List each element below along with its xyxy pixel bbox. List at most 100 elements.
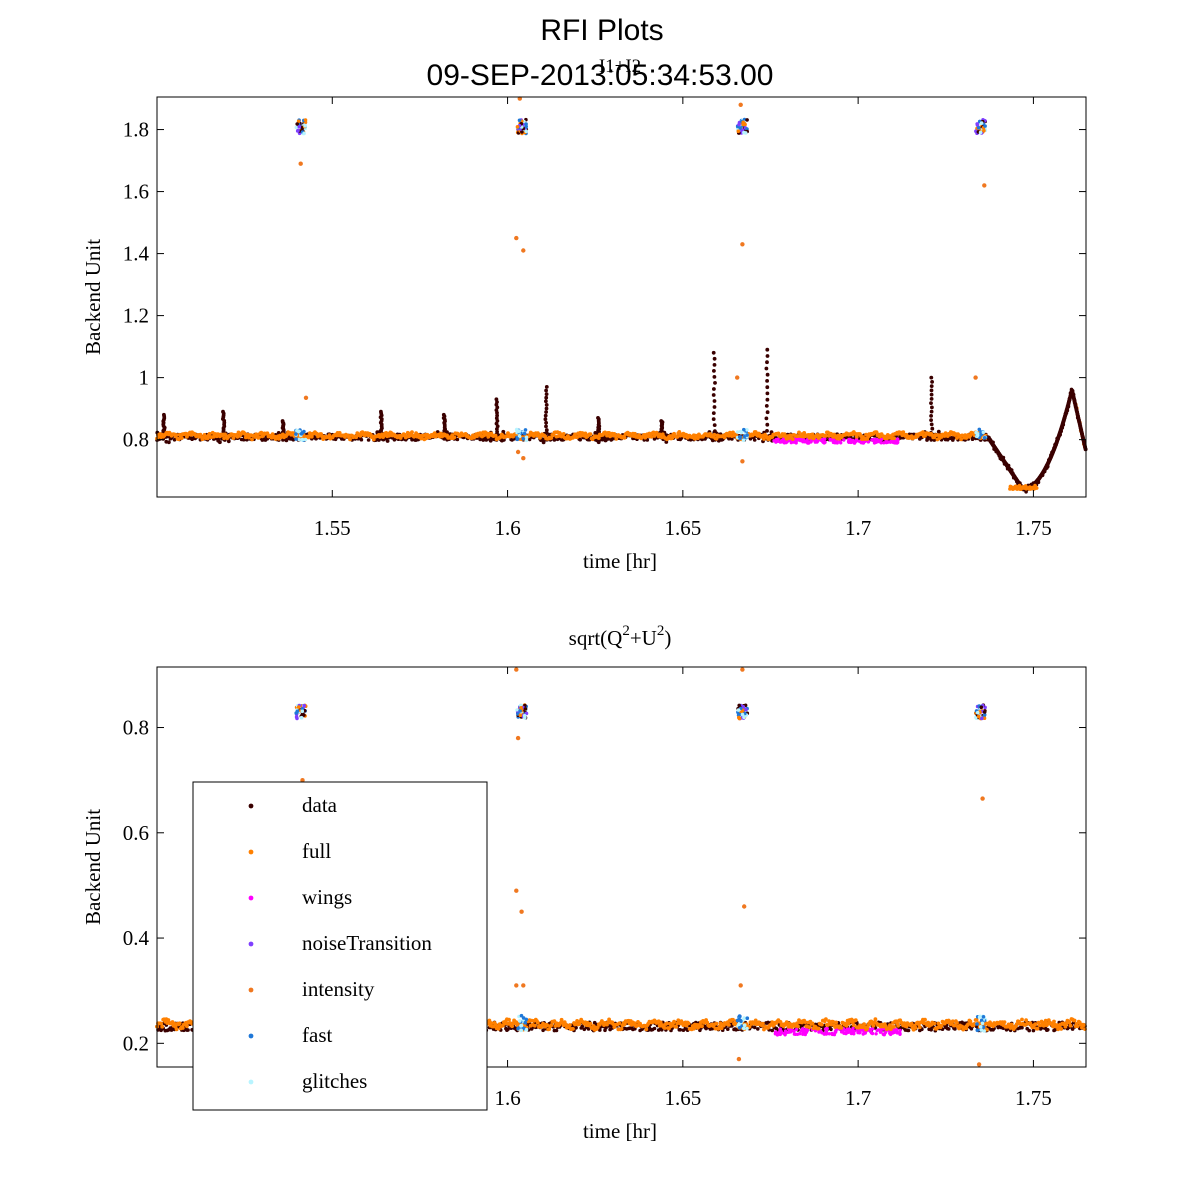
data-spike-base	[541, 440, 546, 445]
wings-point	[780, 440, 784, 444]
full-point	[644, 1027, 649, 1032]
data-spike-point	[929, 418, 933, 422]
full-point	[959, 437, 963, 442]
noise-cal-point	[294, 125, 299, 130]
polarization-ytick-label: 0.6	[123, 821, 149, 845]
intensity-outlier	[519, 909, 524, 914]
wings-point	[898, 1028, 902, 1033]
wings-point	[801, 1027, 805, 1031]
noise-cal-point	[975, 710, 980, 715]
full-point	[348, 437, 352, 442]
polarization-ytick-label: 0.8	[123, 716, 149, 740]
noise-cal-base-point	[980, 1021, 985, 1026]
noise-cal-point	[517, 118, 522, 123]
noise-cal-base-point	[524, 435, 529, 440]
noise-cal-point	[299, 715, 304, 720]
data-point	[172, 438, 177, 442]
noise-cal-point	[296, 705, 301, 709]
full-point	[549, 1023, 554, 1028]
full-point	[1052, 1019, 1056, 1024]
data-spike-point	[544, 399, 548, 404]
full-point	[712, 432, 717, 437]
data-spike-base	[600, 437, 605, 442]
noise-cal-base-point	[974, 430, 978, 435]
full-point	[510, 1024, 514, 1029]
noise-cal-base-point	[737, 435, 742, 439]
full-point	[231, 436, 236, 440]
full-point	[1024, 1018, 1028, 1022]
noise-cal-point	[737, 122, 741, 127]
data-point	[574, 1026, 578, 1030]
wings-point	[803, 439, 807, 444]
wings-point	[853, 440, 857, 444]
wings-point	[804, 1030, 809, 1034]
intensity-outlier	[514, 667, 519, 672]
data-point	[752, 438, 757, 442]
noise-cal-base-point	[978, 1025, 983, 1029]
wings-point	[788, 1030, 792, 1034]
wings-point	[868, 1027, 872, 1032]
data-spike-point	[544, 424, 548, 429]
full-point	[826, 1023, 830, 1027]
intensity-xtick-label: 1.55	[314, 516, 351, 540]
full-point	[159, 1021, 164, 1026]
full-point	[622, 1022, 627, 1027]
noise-cal-base-point	[294, 432, 298, 436]
data-spike-point	[544, 410, 548, 414]
polarization-xtick-label: 1.6	[494, 1086, 520, 1110]
dip-full-point	[1019, 487, 1023, 492]
intensity-outlier	[303, 395, 309, 400]
full-point	[939, 1023, 944, 1028]
noise-cal-point	[976, 714, 981, 719]
wings-point	[875, 1028, 879, 1033]
data-spike-point	[543, 417, 548, 422]
data-point	[366, 438, 371, 442]
data-spike-point	[765, 410, 770, 415]
data-spike-point	[765, 429, 769, 433]
full-point	[849, 1017, 854, 1022]
wings-point	[823, 437, 827, 441]
data-spike-point	[712, 369, 716, 373]
data-point	[730, 437, 734, 441]
wings-point	[851, 1026, 855, 1031]
full-point	[588, 1021, 593, 1026]
wings-point	[898, 1032, 902, 1037]
wings-point	[794, 440, 798, 445]
full-point	[174, 433, 179, 437]
noise-cal-point	[737, 715, 741, 720]
data-spike-point	[711, 417, 716, 421]
data-spike-point	[712, 375, 717, 379]
wings-point	[895, 438, 899, 442]
data-point	[598, 1028, 602, 1032]
full-point	[670, 436, 674, 441]
noise-cal-base-point	[979, 1028, 984, 1032]
intensity-ytick-label: 0.8	[123, 428, 149, 452]
wings-point	[807, 440, 811, 445]
full-point	[674, 1024, 679, 1029]
full-point	[588, 432, 593, 436]
noise-cal-base-point	[294, 437, 298, 441]
full-point	[1014, 1022, 1019, 1027]
wings-point	[894, 1028, 899, 1032]
noise-cal-point	[515, 125, 520, 129]
noise-cal-point	[302, 131, 306, 136]
full-point	[762, 437, 766, 441]
noise-cal-base-point	[982, 436, 987, 440]
full-point	[1059, 1027, 1064, 1031]
full-point	[176, 437, 181, 442]
intensity-ytick-label: 1.4	[123, 242, 150, 266]
full-point	[722, 435, 727, 440]
full-point	[815, 432, 820, 437]
noise-cal-base-point	[737, 1022, 741, 1026]
full-point	[571, 1027, 575, 1031]
data-spike-point	[596, 416, 600, 420]
full-point	[487, 1018, 492, 1023]
full-point	[932, 1021, 937, 1026]
noise-cal-base-point	[516, 1026, 520, 1031]
full-point	[896, 1023, 900, 1028]
wings-point	[819, 438, 823, 442]
noise-cal-base-point	[738, 1014, 742, 1019]
data-spike-point	[930, 426, 935, 431]
noise-cal-base-point	[300, 437, 305, 442]
data-point	[455, 437, 460, 442]
